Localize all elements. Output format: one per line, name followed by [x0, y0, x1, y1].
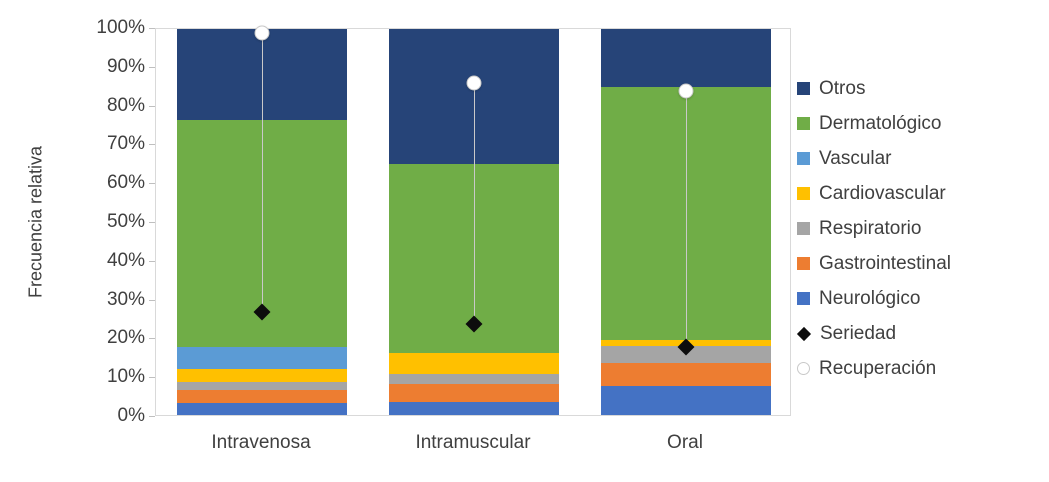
legend-item-respiratorio: Respiratorio: [797, 211, 951, 246]
y-tick-mark: [149, 338, 155, 340]
legend-item-gastrointestinal: Gastrointestinal: [797, 246, 951, 281]
bar-segment-cardiovascular: [389, 353, 559, 375]
x-category-label: Oral: [667, 432, 703, 453]
legend-label: Dermatológico: [819, 112, 942, 134]
bar-segment-neurologico: [177, 403, 347, 415]
y-tick-label: 40%: [106, 249, 145, 271]
legend-swatch-square-icon: [797, 292, 810, 305]
y-tick-mark: [149, 66, 155, 68]
marker-connector-line: [685, 91, 687, 348]
legend-label: Respiratorio: [819, 217, 922, 239]
legend-label: Neurológico: [819, 287, 921, 309]
legend-swatch-square-icon: [797, 117, 810, 130]
marker-connector-line: [261, 32, 263, 313]
y-tick-label: 20%: [106, 327, 145, 349]
bar-segment-neurologico: [389, 401, 559, 415]
bar-segment-neurologico: [601, 386, 771, 415]
x-category-label: Intramuscular: [415, 432, 531, 453]
legend-swatch-square-icon: [797, 257, 810, 270]
legend: Otros Dermatológico Vascular Cardiovascular…: [796, 71, 951, 386]
y-tick-label: 70%: [106, 133, 145, 155]
bar-segment-gastrointestinal: [177, 389, 347, 404]
legend-label: Otros: [819, 77, 866, 99]
legend-swatch-square-icon: [797, 152, 810, 165]
recuperacion-marker-icon: [466, 75, 482, 91]
y-tick-label: 50%: [106, 211, 145, 232]
bar-segment-gastrointestinal: [389, 384, 559, 402]
y-tick-label: 30%: [106, 288, 145, 310]
bar-segment-respiratorio: [177, 382, 347, 390]
legend-item-recuperacion: Recuperación: [797, 351, 951, 386]
legend-swatch-square-icon: [797, 82, 810, 95]
legend-item-otros: Otros: [797, 71, 951, 106]
y-axis-title: Frecuencia relativa: [25, 145, 46, 299]
legend-swatch-diamond-icon: [796, 326, 812, 341]
recuperacion-marker-icon: [254, 25, 270, 41]
legend-label: Vascular: [819, 147, 892, 169]
legend-label: Recuperación: [819, 357, 937, 379]
legend-label: Seriedad: [820, 322, 897, 344]
y-tick-label: 10%: [106, 366, 145, 388]
y-tick-mark: [149, 222, 155, 223]
y-tick-label: 100%: [96, 17, 145, 38]
y-tick-mark: [149, 105, 155, 107]
y-tick-mark: [149, 28, 155, 29]
legend-item-vascular: Vascular: [797, 141, 951, 176]
y-tick-label: 80%: [106, 94, 145, 116]
legend-item-dermatologico: Dermatológico: [797, 106, 951, 141]
y-tick-label: 90%: [106, 55, 145, 77]
recuperacion-marker-icon: [678, 83, 694, 99]
x-category-label: Intravenosa: [211, 432, 311, 453]
bar-segment-gastrointestinal: [601, 362, 771, 387]
legend-label: Cardiovascular: [819, 182, 946, 204]
y-tick-mark: [149, 144, 155, 146]
marker-connector-line: [473, 83, 475, 324]
legend-item-neurologico: Neurológico: [797, 281, 951, 316]
legend-swatch-circle-icon: [797, 362, 810, 375]
legend-item-seriedad: Seriedad: [796, 316, 951, 351]
y-tick-mark: [149, 299, 155, 301]
y-tick-label: 60%: [106, 172, 145, 194]
y-tick-mark: [149, 416, 155, 417]
y-tick-mark: [149, 183, 155, 185]
legend-item-cardiovascular: Cardiovascular: [797, 176, 951, 211]
legend-swatch-square-icon: [797, 222, 810, 235]
bar-segment-cardiovascular: [177, 368, 347, 383]
bar-segment-otros: [601, 29, 771, 87]
legend-label: Gastrointestinal: [819, 252, 952, 274]
y-tick-label: 0%: [117, 405, 145, 426]
plot-area: [155, 25, 791, 416]
bar-segment-vascular: [177, 347, 347, 369]
y-tick-mark: [149, 260, 155, 262]
legend-swatch-square-icon: [797, 187, 810, 200]
y-tick-mark: [149, 377, 155, 379]
bar-segment-respiratorio: [389, 374, 559, 385]
